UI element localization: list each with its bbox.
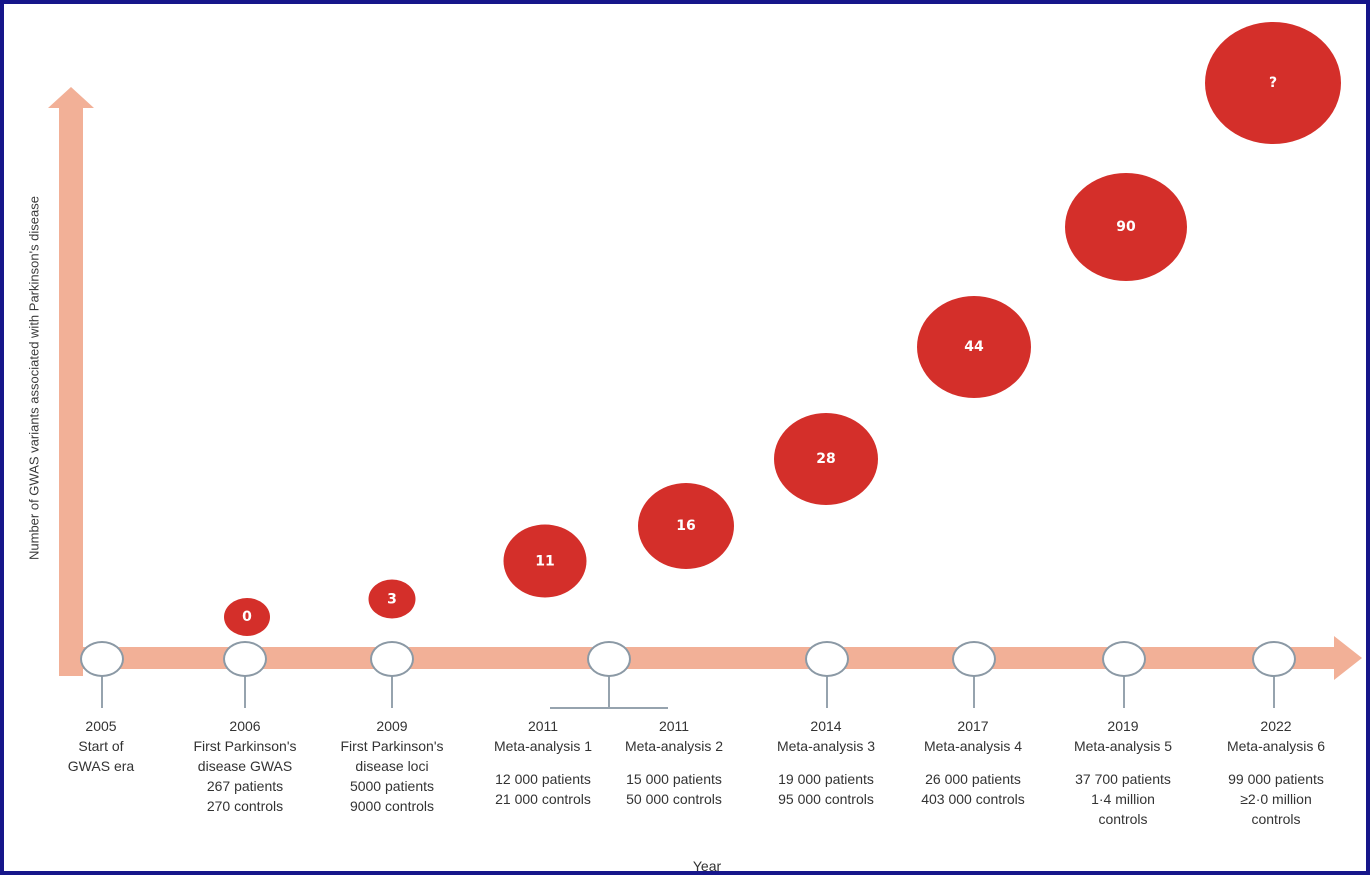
milestone-title: Meta-analysis 4	[923, 738, 1023, 754]
milestone-year: 2014	[810, 718, 842, 734]
milestone-controls: 270 controls	[206, 798, 284, 814]
tick-line	[1123, 676, 1125, 708]
tick-line	[101, 676, 103, 708]
milestone-title: Meta-analysis 6	[1226, 738, 1326, 754]
variant-count-bubble: 28	[774, 413, 878, 505]
milestone-title: Meta-analysis 1	[493, 738, 593, 754]
milestone-label: 2005 Start of GWAS era	[26, 716, 176, 776]
milestone-controls: 9000 controls	[349, 798, 435, 814]
bracket-line	[550, 707, 668, 709]
milestone-label: 2011 Meta-analysis 1 12 000 patients 21 …	[468, 716, 618, 809]
milestone-year: 2022	[1260, 718, 1292, 734]
milestone-controls: controls	[1098, 811, 1148, 827]
timeline-node	[1252, 641, 1296, 677]
milestone-patients: 26 000 patients	[925, 771, 1021, 787]
y-axis-title: Number of GWAS variants associated with …	[26, 196, 42, 560]
milestone-year: 2006	[229, 718, 261, 734]
y-axis-arrow	[48, 87, 94, 676]
milestone-patients: 99 000 patients	[1228, 771, 1324, 787]
milestone-title: Meta-analysis 2	[624, 738, 724, 754]
tick-line	[244, 676, 246, 708]
variant-count-bubble: 90	[1065, 173, 1187, 281]
milestone-controls: 95 000 controls	[778, 791, 874, 807]
timeline-node	[952, 641, 996, 677]
timeline-node	[80, 641, 124, 677]
milestone-title: First Parkinson's	[340, 738, 444, 754]
milestone-year: 2011	[527, 718, 559, 734]
tick-line	[1273, 676, 1275, 708]
timeline-node	[1102, 641, 1146, 677]
milestone-label: 2011 Meta-analysis 2 15 000 patients 50 …	[599, 716, 749, 809]
milestone-title: disease GWAS	[197, 758, 293, 774]
milestone-controls: controls	[1251, 811, 1301, 827]
milestone-year: 2005	[85, 718, 117, 734]
tick-line	[973, 676, 975, 708]
tick-line	[608, 676, 610, 709]
variant-count-bubble: ?	[1205, 22, 1341, 144]
milestone-patients: 267 patients	[206, 778, 284, 794]
milestone-controls: ≥2·0 million	[1240, 791, 1312, 807]
variant-count-bubble: 16	[638, 483, 734, 569]
variant-count-bubble: 11	[503, 524, 587, 598]
milestone-label: 2022 Meta-analysis 6 99 000 patients ≥2·…	[1201, 716, 1351, 829]
variant-count-bubble: 3	[368, 579, 416, 619]
milestone-title: Start of	[78, 738, 124, 754]
milestone-patients: 15 000 patients	[626, 771, 722, 787]
variant-count-bubble: 44	[917, 296, 1031, 398]
milestone-controls: 403 000 controls	[921, 791, 1025, 807]
x-axis-title: Year	[692, 858, 722, 874]
tick-line	[391, 676, 393, 708]
milestone-title: Meta-analysis 5	[1073, 738, 1173, 754]
milestone-title: disease loci	[355, 758, 429, 774]
milestone-controls: 21 000 controls	[495, 791, 591, 807]
timeline-node	[223, 641, 267, 677]
milestone-controls: 1·4 million	[1091, 791, 1155, 807]
timeline-node	[805, 641, 849, 677]
milestone-label: 2019 Meta-analysis 5 37 700 patients 1·4…	[1048, 716, 1198, 829]
milestone-patients: 19 000 patients	[778, 771, 874, 787]
milestone-patients: 5000 patients	[349, 778, 435, 794]
timeline-node	[370, 641, 414, 677]
milestone-title: Meta-analysis 3	[776, 738, 876, 754]
milestone-year: 2009	[376, 718, 408, 734]
milestone-year: 2017	[957, 718, 989, 734]
milestone-controls: 50 000 controls	[626, 791, 722, 807]
milestone-year: 2019	[1107, 718, 1139, 734]
milestone-label: 2006 First Parkinson's disease GWAS 267 …	[170, 716, 320, 816]
milestone-title: GWAS era	[67, 758, 135, 774]
tick-line	[826, 676, 828, 708]
milestone-patients: 12 000 patients	[495, 771, 591, 787]
milestone-label: 2009 First Parkinson's disease loci 5000…	[317, 716, 467, 816]
milestone-patients: 37 700 patients	[1075, 771, 1171, 787]
milestone-year: 2011	[658, 718, 690, 734]
milestone-label: 2017 Meta-analysis 4 26 000 patients 403…	[898, 716, 1048, 809]
milestone-label: 2014 Meta-analysis 3 19 000 patients 95 …	[751, 716, 901, 809]
milestone-title: First Parkinson's	[193, 738, 297, 754]
variant-count-bubble: 0	[224, 598, 270, 636]
timeline-node	[587, 641, 631, 677]
